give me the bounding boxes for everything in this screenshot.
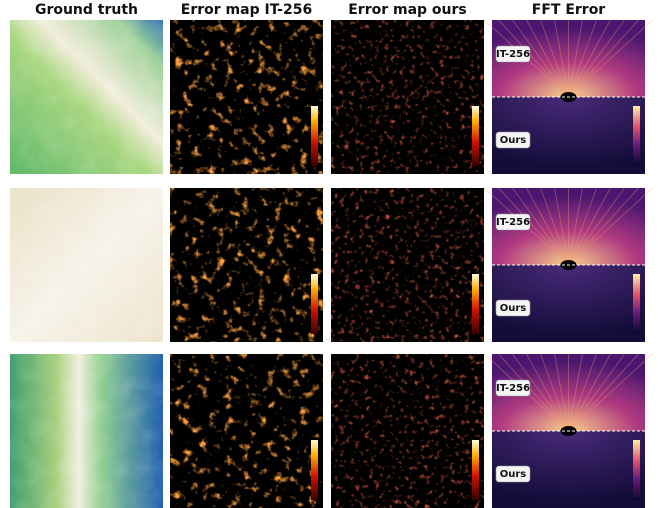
error-noise <box>331 188 484 342</box>
colorbar <box>472 106 479 166</box>
figure: Ground truth Error map IT-256 Error map ou… <box>0 0 665 508</box>
colorbar <box>633 106 640 166</box>
colorbar <box>472 440 479 500</box>
colorbar <box>311 440 318 500</box>
column-header: Error map IT-256 <box>181 2 312 18</box>
colorbar <box>311 106 318 166</box>
error-noise <box>170 354 323 508</box>
colorbar <box>633 274 640 334</box>
error-noise <box>331 20 484 174</box>
fft-label: IT-256 <box>496 49 530 60</box>
fft-label: IT-256 <box>496 217 530 228</box>
fft-label: IT-256 <box>496 383 530 394</box>
error-noise <box>170 188 323 342</box>
fft-label: Ours <box>500 469 527 480</box>
terrain-shading <box>10 354 163 508</box>
fft-label: Ours <box>500 135 527 146</box>
colorbar <box>633 440 640 500</box>
terrain-shading <box>10 188 163 342</box>
error-noise <box>331 354 484 508</box>
colorbar <box>311 274 318 334</box>
column-header: Error map ours <box>348 2 467 18</box>
colorbar <box>472 274 479 334</box>
fft-label: Ours <box>500 303 527 314</box>
terrain-shading <box>10 20 163 174</box>
error-noise <box>170 20 323 174</box>
column-header: Ground truth <box>35 2 138 18</box>
column-header: FFT Error <box>532 2 606 18</box>
